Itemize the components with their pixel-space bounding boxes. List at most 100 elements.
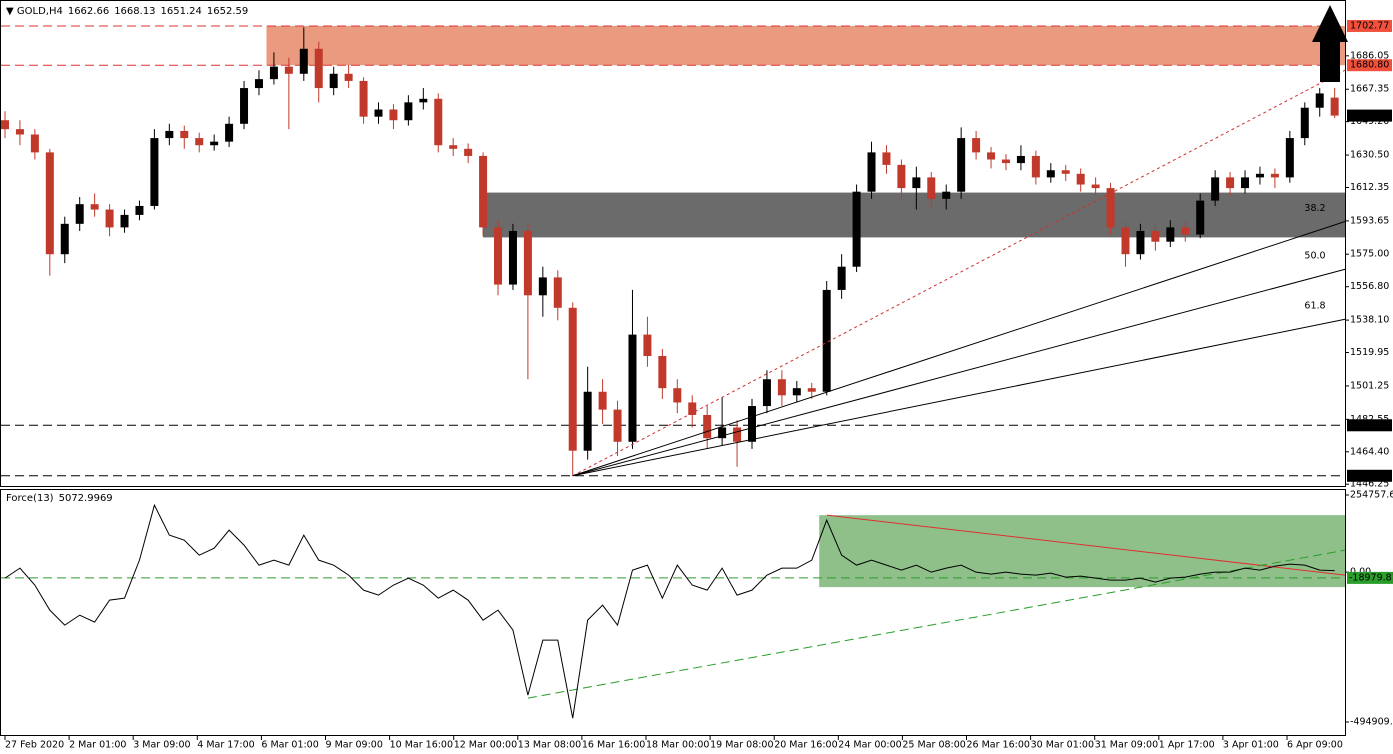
candle-body	[1315, 93, 1324, 108]
header-marker: ▼	[6, 6, 17, 17]
fan-label: 50.0	[1304, 251, 1325, 262]
candle-body	[180, 130, 189, 139]
candle-body	[1106, 188, 1115, 228]
candle-body	[1136, 230, 1145, 255]
force-line	[4, 503, 1335, 719]
header-ohlc: 1668.13	[114, 6, 155, 17]
candle-body	[583, 391, 592, 451]
axes: 1686.05 1667.35 1649.20 1630.50 1612.35 1593.…	[4, 19, 1393, 751]
y-tick-label: 1630.50	[1350, 150, 1389, 161]
candle-body	[210, 141, 219, 146]
candle-body	[120, 214, 129, 228]
y-tick-label: 1649.20	[1350, 116, 1389, 127]
candle-body	[1241, 177, 1250, 189]
candle-body	[942, 191, 951, 199]
candle-body	[852, 191, 861, 267]
candle-body	[927, 177, 936, 199]
candle-body	[1016, 155, 1025, 164]
header-ohlc: 1662.66	[68, 6, 109, 17]
candle-body	[703, 414, 712, 439]
candle-body	[658, 356, 667, 389]
chart-header: ▼ GOLD,H4 1662.66 1668.13 1651.24 1652.59	[6, 6, 248, 17]
level-label-box	[1347, 19, 1392, 32]
candle-body	[777, 379, 786, 396]
y-tick-label: 1667.35	[1350, 84, 1389, 95]
candle-body	[972, 138, 981, 153]
x-tick-label: 27 Feb 2020	[5, 740, 64, 751]
candle-body	[1151, 230, 1160, 242]
force-frame	[0, 489, 1346, 736]
candle-body	[1061, 170, 1070, 174]
candle-body	[1121, 227, 1130, 255]
candle-body	[314, 48, 323, 89]
level-label-box	[1347, 469, 1392, 482]
candle-body	[45, 152, 54, 255]
candle-body	[748, 406, 756, 442]
level-label: 1479.23	[1350, 420, 1389, 431]
candle-body	[553, 277, 562, 308]
candle-body	[254, 79, 263, 89]
candle-body	[1076, 173, 1085, 185]
x-tick-label: 24 Mar 00:00	[838, 740, 901, 751]
candle-body	[1285, 138, 1294, 178]
candle-body	[165, 130, 174, 139]
x-tick-label: 9 Mar 09:00	[326, 740, 383, 751]
x-tick-label: 25 Mar 08:00	[902, 740, 965, 751]
candle-body	[299, 48, 308, 74]
candle-body	[523, 230, 532, 296]
candle-body	[1091, 184, 1100, 189]
candle-body	[882, 152, 891, 165]
candle-body	[1270, 173, 1279, 178]
candle-body	[389, 109, 398, 121]
zone	[266, 25, 1346, 66]
candle-body	[404, 102, 413, 121]
y-tick-label: 1593.65	[1350, 215, 1389, 226]
candle-body	[867, 152, 876, 192]
candle-body	[1046, 170, 1055, 178]
candle-body	[912, 177, 921, 189]
level-label-box	[1347, 59, 1392, 72]
candle-body	[1181, 227, 1190, 235]
y-tick-label: 1575.00	[1350, 249, 1389, 260]
price-label-box	[1347, 109, 1392, 122]
candle-body	[1, 120, 9, 130]
candle-body	[1196, 200, 1205, 235]
x-tick-label: 10 Mar 16:00	[390, 740, 453, 751]
candle-body	[762, 379, 771, 407]
candle-body	[15, 129, 24, 135]
chart-title: GOLD,H4	[17, 6, 63, 17]
candle-body	[344, 73, 353, 81]
force-zone	[819, 515, 1345, 588]
candle-body	[568, 307, 577, 451]
candle-body	[1330, 97, 1339, 116]
force-header-value: 5072.9969	[59, 493, 113, 504]
candle-body	[1211, 177, 1220, 201]
x-tick-label: 30 Mar 01:00	[1031, 740, 1094, 751]
candle-body	[150, 138, 159, 206]
candle-body	[822, 289, 831, 392]
x-tick-label: 16 Mar 16:00	[582, 740, 645, 751]
header-ohlc: 1651.24	[161, 6, 202, 17]
x-tick-label: 19 Mar 08:00	[710, 740, 773, 751]
candle-body	[897, 164, 906, 189]
fan-line	[572, 268, 1346, 477]
fan-label: 38.2	[1304, 203, 1325, 214]
x-tick-label: 2 Mar 01:00	[69, 740, 126, 751]
candle-body	[195, 138, 204, 146]
candle-body	[60, 223, 69, 255]
header-ohlc: 1652.59	[207, 6, 248, 17]
candle-body	[598, 391, 607, 410]
x-tick-label: 31 Mar 09:00	[1095, 740, 1158, 751]
force-y-tick-label: -494909.7	[1350, 717, 1393, 728]
y-tick-label: 1686.05	[1350, 50, 1389, 61]
y-tick-label: 1446.25	[1350, 479, 1389, 490]
y-tick-label: 1612.35	[1350, 182, 1389, 193]
x-tick-label: 3 Mar 09:00	[133, 740, 190, 751]
candle-body	[105, 209, 114, 228]
candle-body	[240, 88, 249, 124]
force-level-box	[1347, 571, 1393, 584]
x-tick-label: 26 Mar 16:00	[967, 740, 1030, 751]
level-label: 1450.96	[1350, 470, 1389, 481]
y-tick-label: 1519.95	[1350, 347, 1389, 358]
candle-body	[807, 388, 816, 392]
